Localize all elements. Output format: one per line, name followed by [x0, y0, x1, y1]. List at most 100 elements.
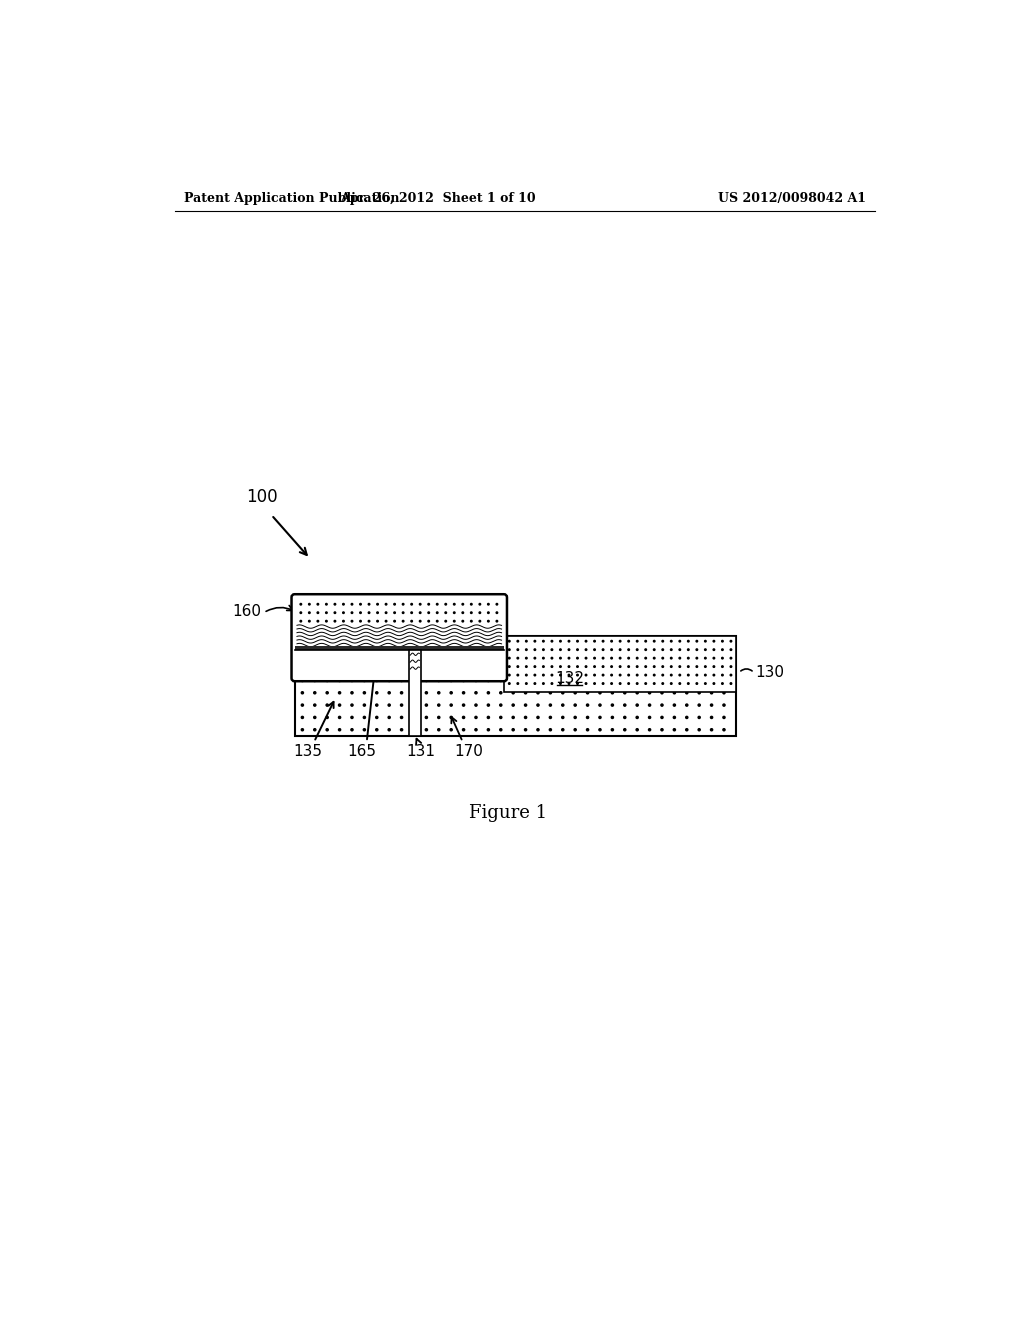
Circle shape — [535, 640, 536, 642]
Circle shape — [611, 665, 612, 668]
Circle shape — [722, 657, 723, 659]
Circle shape — [517, 649, 518, 651]
Circle shape — [551, 657, 553, 659]
Circle shape — [475, 655, 477, 657]
Circle shape — [428, 612, 429, 614]
Circle shape — [535, 657, 536, 659]
Circle shape — [549, 729, 552, 731]
Circle shape — [586, 675, 587, 676]
Circle shape — [454, 612, 455, 614]
Circle shape — [402, 603, 403, 605]
Circle shape — [394, 612, 395, 614]
Circle shape — [586, 682, 587, 684]
Circle shape — [463, 667, 465, 669]
Circle shape — [698, 717, 700, 718]
Circle shape — [686, 692, 688, 694]
Circle shape — [471, 603, 472, 605]
Circle shape — [475, 717, 477, 718]
Circle shape — [611, 643, 613, 644]
Circle shape — [711, 655, 713, 657]
Circle shape — [301, 680, 303, 681]
Circle shape — [624, 667, 626, 669]
Circle shape — [351, 667, 353, 669]
Circle shape — [376, 680, 378, 681]
Circle shape — [679, 640, 681, 642]
Bar — [504, 636, 736, 692]
Circle shape — [411, 620, 413, 622]
Circle shape — [648, 704, 650, 706]
Circle shape — [496, 603, 498, 605]
Circle shape — [517, 640, 518, 642]
Circle shape — [551, 665, 553, 668]
Circle shape — [611, 717, 613, 718]
Circle shape — [500, 680, 502, 681]
Circle shape — [317, 603, 318, 605]
Circle shape — [636, 680, 638, 681]
Circle shape — [560, 682, 561, 684]
Circle shape — [671, 675, 672, 676]
Circle shape — [722, 640, 723, 642]
Circle shape — [425, 667, 427, 669]
Circle shape — [624, 655, 626, 657]
Circle shape — [369, 603, 370, 605]
Circle shape — [562, 680, 564, 681]
Circle shape — [451, 667, 453, 669]
Circle shape — [636, 729, 638, 731]
Circle shape — [475, 729, 477, 731]
Circle shape — [611, 649, 612, 651]
Circle shape — [653, 657, 655, 659]
Circle shape — [487, 603, 489, 605]
Circle shape — [624, 643, 626, 644]
Circle shape — [679, 675, 681, 676]
Circle shape — [524, 643, 526, 644]
Circle shape — [705, 657, 707, 659]
Circle shape — [648, 680, 650, 681]
Circle shape — [574, 704, 577, 706]
Circle shape — [317, 620, 318, 622]
Text: 135: 135 — [293, 743, 323, 759]
Circle shape — [611, 682, 612, 684]
Circle shape — [551, 649, 553, 651]
Circle shape — [487, 620, 489, 622]
Circle shape — [674, 704, 676, 706]
Circle shape — [509, 640, 510, 642]
Circle shape — [326, 704, 329, 706]
Circle shape — [599, 729, 601, 731]
Circle shape — [300, 612, 302, 614]
Circle shape — [599, 692, 601, 694]
Circle shape — [487, 717, 489, 718]
Circle shape — [674, 729, 676, 731]
Circle shape — [674, 667, 676, 669]
Circle shape — [723, 692, 725, 694]
Circle shape — [313, 680, 315, 681]
Circle shape — [723, 704, 725, 706]
Circle shape — [402, 612, 403, 614]
Circle shape — [411, 603, 413, 605]
Circle shape — [400, 729, 402, 731]
Circle shape — [376, 704, 378, 706]
Circle shape — [687, 665, 689, 668]
Circle shape — [359, 612, 361, 614]
Circle shape — [687, 675, 689, 676]
Circle shape — [636, 643, 638, 644]
Circle shape — [594, 657, 595, 659]
Circle shape — [568, 649, 569, 651]
Circle shape — [551, 682, 553, 684]
Circle shape — [636, 657, 638, 659]
Circle shape — [611, 640, 612, 642]
Circle shape — [711, 680, 713, 681]
Circle shape — [674, 717, 676, 718]
Circle shape — [535, 649, 536, 651]
Circle shape — [334, 603, 336, 605]
Circle shape — [722, 682, 723, 684]
Circle shape — [388, 655, 390, 657]
Circle shape — [301, 692, 303, 694]
Circle shape — [711, 717, 713, 718]
Circle shape — [463, 692, 465, 694]
Circle shape — [351, 717, 353, 718]
Circle shape — [313, 717, 315, 718]
Circle shape — [400, 643, 402, 644]
Circle shape — [568, 675, 569, 676]
Circle shape — [586, 640, 587, 642]
Circle shape — [537, 667, 539, 669]
